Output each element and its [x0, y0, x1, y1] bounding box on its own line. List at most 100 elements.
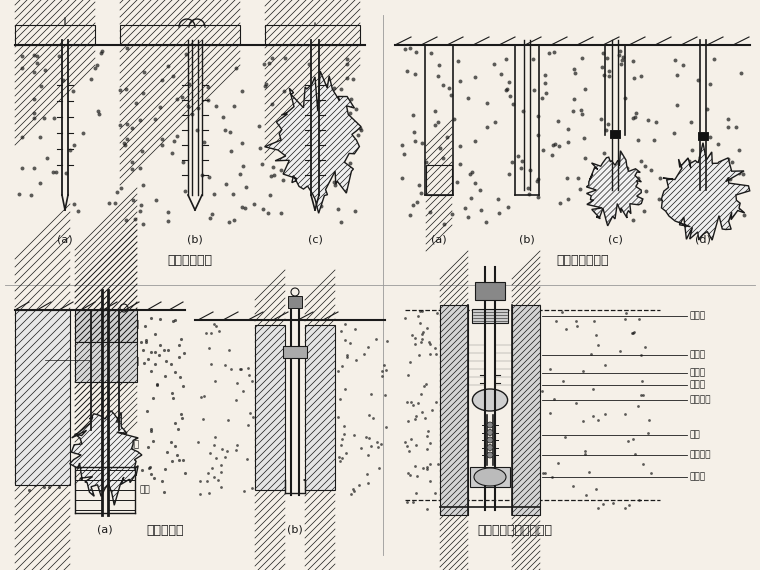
- Point: [344, 159, 356, 168]
- Point: [144, 366, 157, 375]
- Point: [160, 357, 172, 366]
- Point: [305, 166, 317, 176]
- Point: [629, 450, 641, 459]
- Point: [738, 211, 750, 220]
- Point: [413, 350, 425, 359]
- Point: [629, 74, 641, 83]
- Point: [208, 472, 220, 481]
- Point: [337, 421, 350, 430]
- Point: [691, 219, 703, 229]
- Point: [57, 75, 69, 84]
- Point: [614, 347, 626, 356]
- Point: [399, 438, 411, 447]
- Point: [562, 137, 574, 146]
- Point: [125, 157, 138, 166]
- Circle shape: [487, 437, 493, 443]
- Point: [95, 48, 107, 58]
- Point: [243, 370, 255, 380]
- Point: [119, 215, 131, 225]
- Point: [222, 416, 234, 425]
- Point: [169, 441, 182, 450]
- Point: [209, 376, 221, 385]
- Point: [401, 441, 413, 450]
- Point: [341, 73, 353, 82]
- Bar: [288, 296, 302, 308]
- Point: [362, 343, 374, 352]
- Point: [45, 459, 57, 469]
- Point: [239, 203, 251, 213]
- Point: [211, 453, 223, 462]
- Point: [569, 68, 581, 78]
- Point: [704, 79, 716, 88]
- Point: [154, 314, 166, 323]
- Point: [515, 163, 527, 172]
- Bar: [472, 309, 508, 323]
- Point: [223, 217, 235, 226]
- Point: [424, 477, 436, 486]
- Point: [523, 190, 535, 199]
- Point: [166, 388, 179, 397]
- Point: [191, 125, 203, 134]
- Point: [214, 461, 226, 470]
- Text: 止浆塞: 止浆塞: [690, 311, 706, 320]
- Point: [171, 450, 183, 459]
- Point: [431, 308, 443, 317]
- Point: [600, 125, 613, 135]
- Point: [409, 136, 421, 145]
- Point: [175, 410, 187, 419]
- Point: [247, 413, 259, 422]
- Point: [572, 174, 584, 183]
- Point: [215, 467, 227, 476]
- Point: [495, 70, 507, 79]
- Point: [236, 203, 248, 212]
- Point: [407, 201, 419, 210]
- Point: [503, 169, 515, 178]
- Point: [399, 313, 411, 322]
- Point: [622, 437, 634, 446]
- Point: [338, 169, 350, 178]
- Point: [204, 214, 216, 223]
- Text: 灌浆体: 灌浆体: [313, 385, 329, 394]
- Point: [89, 63, 101, 72]
- Point: [507, 99, 519, 108]
- Point: [406, 331, 418, 340]
- Point: [246, 483, 258, 492]
- Point: [445, 91, 457, 100]
- Point: [28, 67, 40, 76]
- Point: [720, 176, 733, 185]
- Point: [401, 469, 413, 478]
- Point: [473, 186, 486, 195]
- Point: [697, 210, 709, 219]
- Point: [602, 120, 614, 129]
- Point: [532, 192, 544, 201]
- Point: [228, 101, 240, 110]
- Text: 橡皮袋阀: 橡皮袋阀: [690, 396, 711, 405]
- Point: [429, 343, 442, 352]
- Point: [126, 123, 138, 132]
- Point: [372, 463, 385, 472]
- Point: [648, 135, 660, 144]
- Point: [162, 62, 174, 71]
- Point: [241, 454, 253, 463]
- Point: [408, 415, 420, 424]
- Point: [57, 457, 69, 466]
- Point: [300, 126, 312, 135]
- Text: 止浆塞: 止浆塞: [690, 473, 706, 482]
- Point: [524, 165, 536, 174]
- Point: [466, 167, 478, 176]
- Point: [341, 60, 353, 69]
- Point: [408, 127, 420, 136]
- Point: [194, 489, 206, 498]
- Point: [119, 140, 131, 149]
- Point: [201, 469, 214, 478]
- Point: [600, 174, 612, 183]
- Point: [638, 343, 651, 352]
- Point: [627, 113, 639, 122]
- Point: [156, 75, 168, 84]
- Point: [616, 55, 629, 64]
- Point: [423, 337, 435, 347]
- Point: [52, 417, 65, 426]
- Point: [44, 397, 56, 406]
- Point: [144, 462, 157, 471]
- Point: [637, 390, 649, 400]
